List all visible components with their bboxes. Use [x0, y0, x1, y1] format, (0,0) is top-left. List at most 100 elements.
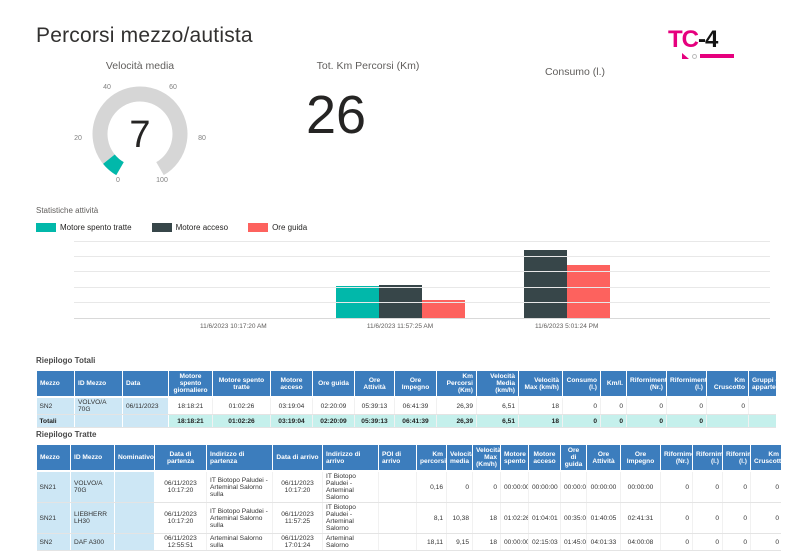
table-cell: 0 — [562, 414, 601, 428]
column-header[interactable]: Motore acceso — [528, 444, 561, 472]
table-cell: 03:19:04 — [270, 397, 313, 415]
column-header[interactable]: Rifornimento (l.) — [666, 370, 707, 398]
table-cell: Totali — [36, 414, 75, 428]
table-cell: 0 — [722, 502, 751, 534]
bar-group — [483, 242, 650, 318]
legend-item[interactable]: Ore guida — [248, 223, 307, 232]
bar-group — [150, 242, 317, 318]
column-header[interactable]: Motore spento tratte — [212, 370, 271, 398]
legend-item[interactable]: Motore acceso — [151, 223, 228, 232]
table-cell: 0 — [750, 502, 781, 534]
gridline — [74, 286, 770, 288]
table-cell — [378, 502, 417, 534]
table-cell — [114, 533, 155, 551]
table-riepilogo-tratte: Riepilogo Tratte Mezzo ID Mezzo Nominativo… — [36, 430, 781, 551]
column-header[interactable]: Km/l. — [600, 370, 627, 398]
column-header[interactable]: Rifornimenti (l.) — [722, 444, 751, 472]
column-header[interactable]: Km percorsi — [416, 444, 447, 472]
column-header[interactable]: Km Percorsi (Km) — [436, 370, 477, 398]
column-header[interactable]: Rifornimenti (l.) — [692, 444, 723, 472]
column-header[interactable]: Ore guida — [312, 370, 355, 398]
column-header[interactable]: Velocità media — [446, 444, 473, 472]
table-cell: 10,38 — [446, 502, 473, 534]
bar[interactable] — [421, 300, 465, 318]
column-header[interactable]: Mezzo — [36, 444, 71, 472]
table-cell: 02:15:03 — [528, 533, 561, 551]
gridline — [74, 241, 770, 242]
table-cell — [748, 414, 776, 428]
table-cell: 18:18:21 — [168, 414, 213, 428]
column-header[interactable]: Km Cruscotto — [706, 370, 749, 398]
table-cell — [114, 502, 155, 534]
column-header[interactable]: POI di arrivo — [378, 444, 417, 472]
column-header[interactable]: ID Mezzo — [74, 370, 123, 398]
bar[interactable] — [378, 285, 422, 318]
column-header[interactable]: Consumo (l.) — [562, 370, 601, 398]
table-cell: 18:18:21 — [168, 397, 213, 415]
column-header[interactable]: Rifornimenti (Nr.) — [660, 444, 693, 472]
x-axis-label: 11/6/2023 10:17:20 AM — [199, 323, 267, 330]
legend: Motore spento tratte Motore acceso Ore gui… — [36, 223, 772, 232]
column-header[interactable]: Data di arrivo — [272, 444, 323, 472]
table-row[interactable]: SN2 DAF A300 06/11/2023 12:55:51 Arteminal … — [36, 533, 781, 551]
column-header[interactable]: Ore di guida — [560, 444, 587, 472]
column-header[interactable]: Motore spento giornaliero — [168, 370, 213, 398]
column-header[interactable]: Km Cruscotto — [750, 444, 781, 472]
table-cell: 06/11/2023 11:57:25 — [272, 502, 323, 534]
column-header[interactable]: Motore acceso — [270, 370, 313, 398]
table-cell: 06/11/2023 17:01:24 — [272, 533, 323, 551]
gauge-tick-label: 80 — [198, 135, 206, 142]
column-header[interactable]: Ore Attività — [354, 370, 395, 398]
column-header[interactable]: Rifornimenti (Nr.) — [626, 370, 667, 398]
column-header[interactable]: Ore Impegno — [620, 444, 661, 472]
table-cell: 8,1 — [416, 502, 447, 534]
column-header[interactable]: ID Mezzo — [70, 444, 115, 472]
bar[interactable] — [566, 264, 610, 318]
table-cell: 0 — [660, 471, 693, 503]
column-header[interactable]: Indirizzo di partenza — [206, 444, 273, 472]
table-cell: 0,16 — [416, 471, 447, 503]
table-cell: 26,39 — [436, 414, 477, 428]
column-header[interactable]: Motore spento — [500, 444, 529, 472]
logo-4-text: -4 — [698, 26, 718, 53]
gauge-tick-label: 20 — [74, 135, 82, 142]
column-header[interactable]: Velocità Media (km/h) — [476, 370, 519, 398]
table-cell: SN21 — [36, 502, 71, 534]
table-cell: 01:02:26 — [212, 414, 271, 428]
gauge-tick-label: 60 — [169, 84, 177, 91]
table-row[interactable]: SN21 LIEBHERR LH30 06/11/2023 10:17:20 IT B… — [36, 502, 781, 534]
legend-item[interactable]: Motore spento tratte — [36, 223, 132, 232]
header-row: Mezzo ID Mezzo Data Motore spento giornalie… — [36, 370, 776, 398]
table-cell: 0 — [722, 471, 751, 503]
table-row[interactable]: SN2 VOLVO/A 70G 06/11/2023 18:18:21 01:02:26… — [36, 397, 776, 415]
logo-text: TC-4 — [668, 28, 768, 52]
activity-chart: Statistiche attività Motore spento tratt… — [36, 206, 772, 330]
gauge-tick-label: 0 — [116, 177, 120, 184]
column-header[interactable]: Indirizzo di arrivo — [322, 444, 379, 472]
table-cell: 01:04:01 — [528, 502, 561, 534]
table-title: Riepilogo Totali — [36, 356, 96, 365]
table-cell: 00:00:00 — [586, 471, 621, 503]
column-header[interactable]: Ore Impegno — [394, 370, 437, 398]
table-cell: 0 — [692, 533, 723, 551]
column-header[interactable]: Mezzo — [36, 370, 75, 398]
table-cell: 0 — [660, 533, 693, 551]
column-header[interactable]: Data di partenza — [154, 444, 207, 472]
bar[interactable] — [523, 249, 567, 318]
column-header[interactable]: Velocità Max (Km/h) — [472, 444, 501, 472]
column-header[interactable]: Velocità Max (km/h) — [518, 370, 563, 398]
table-cell: 02:20:09 — [312, 397, 355, 415]
table-cell: SN2 — [36, 533, 71, 551]
column-header[interactable]: Gruppi di apparte — [748, 370, 776, 398]
table-row[interactable]: SN21 VOLVO/A 70G 06/11/2023 10:17:20 IT Bio… — [36, 471, 781, 503]
legend-swatch-icon — [248, 223, 269, 232]
column-header[interactable]: Data — [122, 370, 169, 398]
column-header[interactable]: Ore Attività — [586, 444, 621, 472]
table-cell: 02:41:31 — [620, 502, 661, 534]
table-cell: 03:19:04 — [270, 414, 313, 428]
column-header[interactable]: Nominativo — [114, 444, 155, 472]
table-cell: 01:02:26 — [212, 397, 271, 415]
table-riepilogo-totali: Riepilogo Totali Mezzo ID Mezzo Data Motore… — [36, 356, 776, 428]
logo-bar-icon — [700, 54, 734, 58]
x-axis-label: 11/6/2023 11:57:25 AM — [366, 323, 434, 330]
